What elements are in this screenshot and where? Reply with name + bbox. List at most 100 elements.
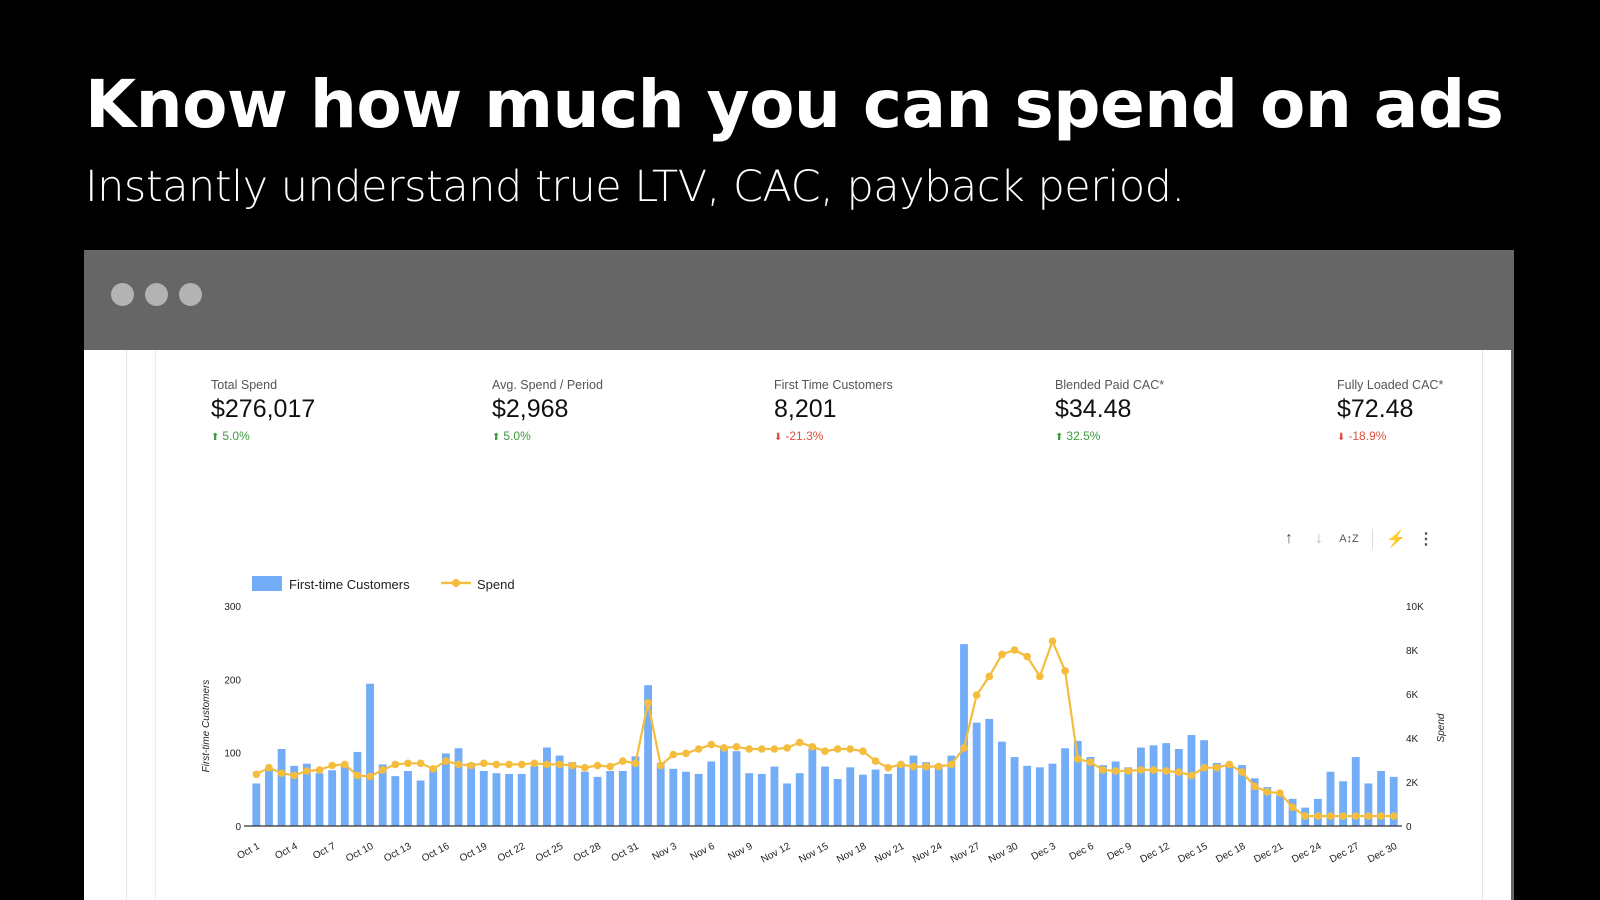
bar-first-time-customers[interactable] <box>795 773 804 826</box>
spend-point[interactable] <box>1351 812 1360 820</box>
bar-first-time-customers[interactable] <box>467 762 476 826</box>
lightning-icon[interactable]: ⚡ <box>1386 531 1406 548</box>
bar-first-time-customers[interactable] <box>846 767 855 826</box>
spend-point[interactable] <box>606 762 614 771</box>
bar-first-time-customers[interactable] <box>391 776 400 826</box>
bar-first-time-customers[interactable] <box>1288 798 1297 826</box>
spend-point[interactable] <box>897 760 905 769</box>
spend-point[interactable] <box>505 760 513 769</box>
bar-first-time-customers[interactable] <box>277 749 286 826</box>
bar-first-time-customers[interactable] <box>315 773 324 826</box>
bar-first-time-customers[interactable] <box>1326 771 1335 826</box>
spend-point[interactable] <box>808 743 817 751</box>
spend-point[interactable] <box>934 762 943 771</box>
spend-point[interactable] <box>315 766 324 774</box>
bar-first-time-customers[interactable] <box>1124 767 1133 826</box>
bar-first-time-customers[interactable] <box>783 783 792 826</box>
spend-point[interactable] <box>720 744 728 752</box>
bar-first-time-customers[interactable] <box>985 718 994 826</box>
spend-point[interactable] <box>859 747 867 755</box>
spend-point[interactable] <box>1086 758 1095 766</box>
bar-first-time-customers[interactable] <box>252 783 261 826</box>
spend-point[interactable] <box>277 769 286 777</box>
window-control-dot[interactable] <box>111 283 134 306</box>
sort-alpha-button[interactable]: A↕Z <box>1339 533 1359 545</box>
spend-point[interactable] <box>1061 667 1069 675</box>
spend-point[interactable] <box>1010 646 1019 654</box>
spend-point[interactable] <box>1225 760 1234 769</box>
bar-first-time-customers[interactable] <box>606 771 615 826</box>
spend-point[interactable] <box>732 743 741 751</box>
spend-point[interactable] <box>555 760 564 769</box>
spend-point[interactable] <box>492 760 501 769</box>
bar-first-time-customers[interactable] <box>631 756 640 826</box>
bar-first-time-customers[interactable] <box>1276 795 1284 826</box>
spend-point[interactable] <box>795 738 804 747</box>
spend-point[interactable] <box>998 650 1006 659</box>
bar-first-time-customers[interactable] <box>302 763 311 826</box>
spend-point[interactable] <box>1326 812 1335 820</box>
bar-first-time-customers[interactable] <box>328 770 337 826</box>
spend-point[interactable] <box>770 745 779 753</box>
bar-first-time-customers[interactable] <box>1023 765 1032 826</box>
bar-first-time-customers[interactable] <box>871 769 880 826</box>
bar-first-time-customers[interactable] <box>479 771 488 826</box>
spend-point[interactable] <box>303 767 311 775</box>
spend-point[interactable] <box>1124 767 1133 775</box>
more-options-icon[interactable]: ⋮ <box>1418 531 1434 548</box>
bar-first-time-customers[interactable] <box>719 746 728 826</box>
bar-first-time-customers[interactable] <box>1389 776 1398 826</box>
bar-first-time-customers[interactable] <box>441 753 450 826</box>
spend-point[interactable] <box>416 759 425 768</box>
window-control-dot[interactable] <box>145 283 168 306</box>
bar-first-time-customers[interactable] <box>1010 757 1019 826</box>
spend-point[interactable] <box>821 747 829 755</box>
spend-point[interactable] <box>404 759 412 768</box>
bar-first-time-customers[interactable] <box>580 771 589 826</box>
spend-point[interactable] <box>442 757 450 765</box>
spend-point[interactable] <box>833 745 842 753</box>
spend-point[interactable] <box>707 740 716 749</box>
spend-point[interactable] <box>1175 768 1183 776</box>
spend-point[interactable] <box>972 691 981 699</box>
bar-first-time-customers[interactable] <box>555 755 564 826</box>
bar-first-time-customers[interactable] <box>833 779 842 826</box>
bar-first-time-customers[interactable] <box>1377 771 1385 826</box>
spend-point[interactable] <box>530 759 539 768</box>
bar-first-time-customers[interactable] <box>1048 763 1057 826</box>
spend-point[interactable] <box>353 771 362 780</box>
spend-point[interactable] <box>846 745 855 753</box>
spend-point[interactable] <box>1288 803 1297 812</box>
bar-first-time-customers[interactable] <box>998 741 1006 826</box>
bar-first-time-customers[interactable] <box>366 683 374 826</box>
spend-point[interactable] <box>328 761 336 770</box>
spend-point[interactable] <box>682 749 690 758</box>
bar-first-time-customers[interactable] <box>429 768 438 826</box>
bar-first-time-customers[interactable] <box>517 773 526 826</box>
spend-point[interactable] <box>1377 812 1385 820</box>
spend-point[interactable] <box>783 744 791 752</box>
spend-point[interactable] <box>1263 788 1272 796</box>
bar-first-time-customers[interactable] <box>1061 748 1070 826</box>
spend-point[interactable] <box>1301 812 1310 820</box>
spend-point[interactable] <box>1200 763 1208 772</box>
spend-point[interactable] <box>884 763 892 772</box>
spend-point[interactable] <box>947 760 956 769</box>
bar-first-time-customers[interactable] <box>353 751 362 826</box>
spend-point[interactable] <box>644 699 652 707</box>
bar-first-time-customers[interactable] <box>1212 762 1221 826</box>
spend-point[interactable] <box>252 770 261 779</box>
spend-point[interactable] <box>1073 755 1082 763</box>
bar-first-time-customers[interactable] <box>1200 740 1209 826</box>
bar-first-time-customers[interactable] <box>530 765 539 826</box>
bar-first-time-customers[interactable] <box>770 766 779 826</box>
spend-point[interactable] <box>1187 771 1196 780</box>
spend-point[interactable] <box>745 745 753 753</box>
window-control-dot[interactable] <box>179 283 202 306</box>
spend-point[interactable] <box>265 763 273 772</box>
sort-descending-button[interactable]: ↓ <box>1315 530 1323 547</box>
bar-first-time-customers[interactable] <box>1035 767 1044 826</box>
spend-point[interactable] <box>985 672 994 681</box>
bar-first-time-customers[interactable] <box>290 765 299 826</box>
legend-label[interactable]: Spend <box>477 577 515 592</box>
